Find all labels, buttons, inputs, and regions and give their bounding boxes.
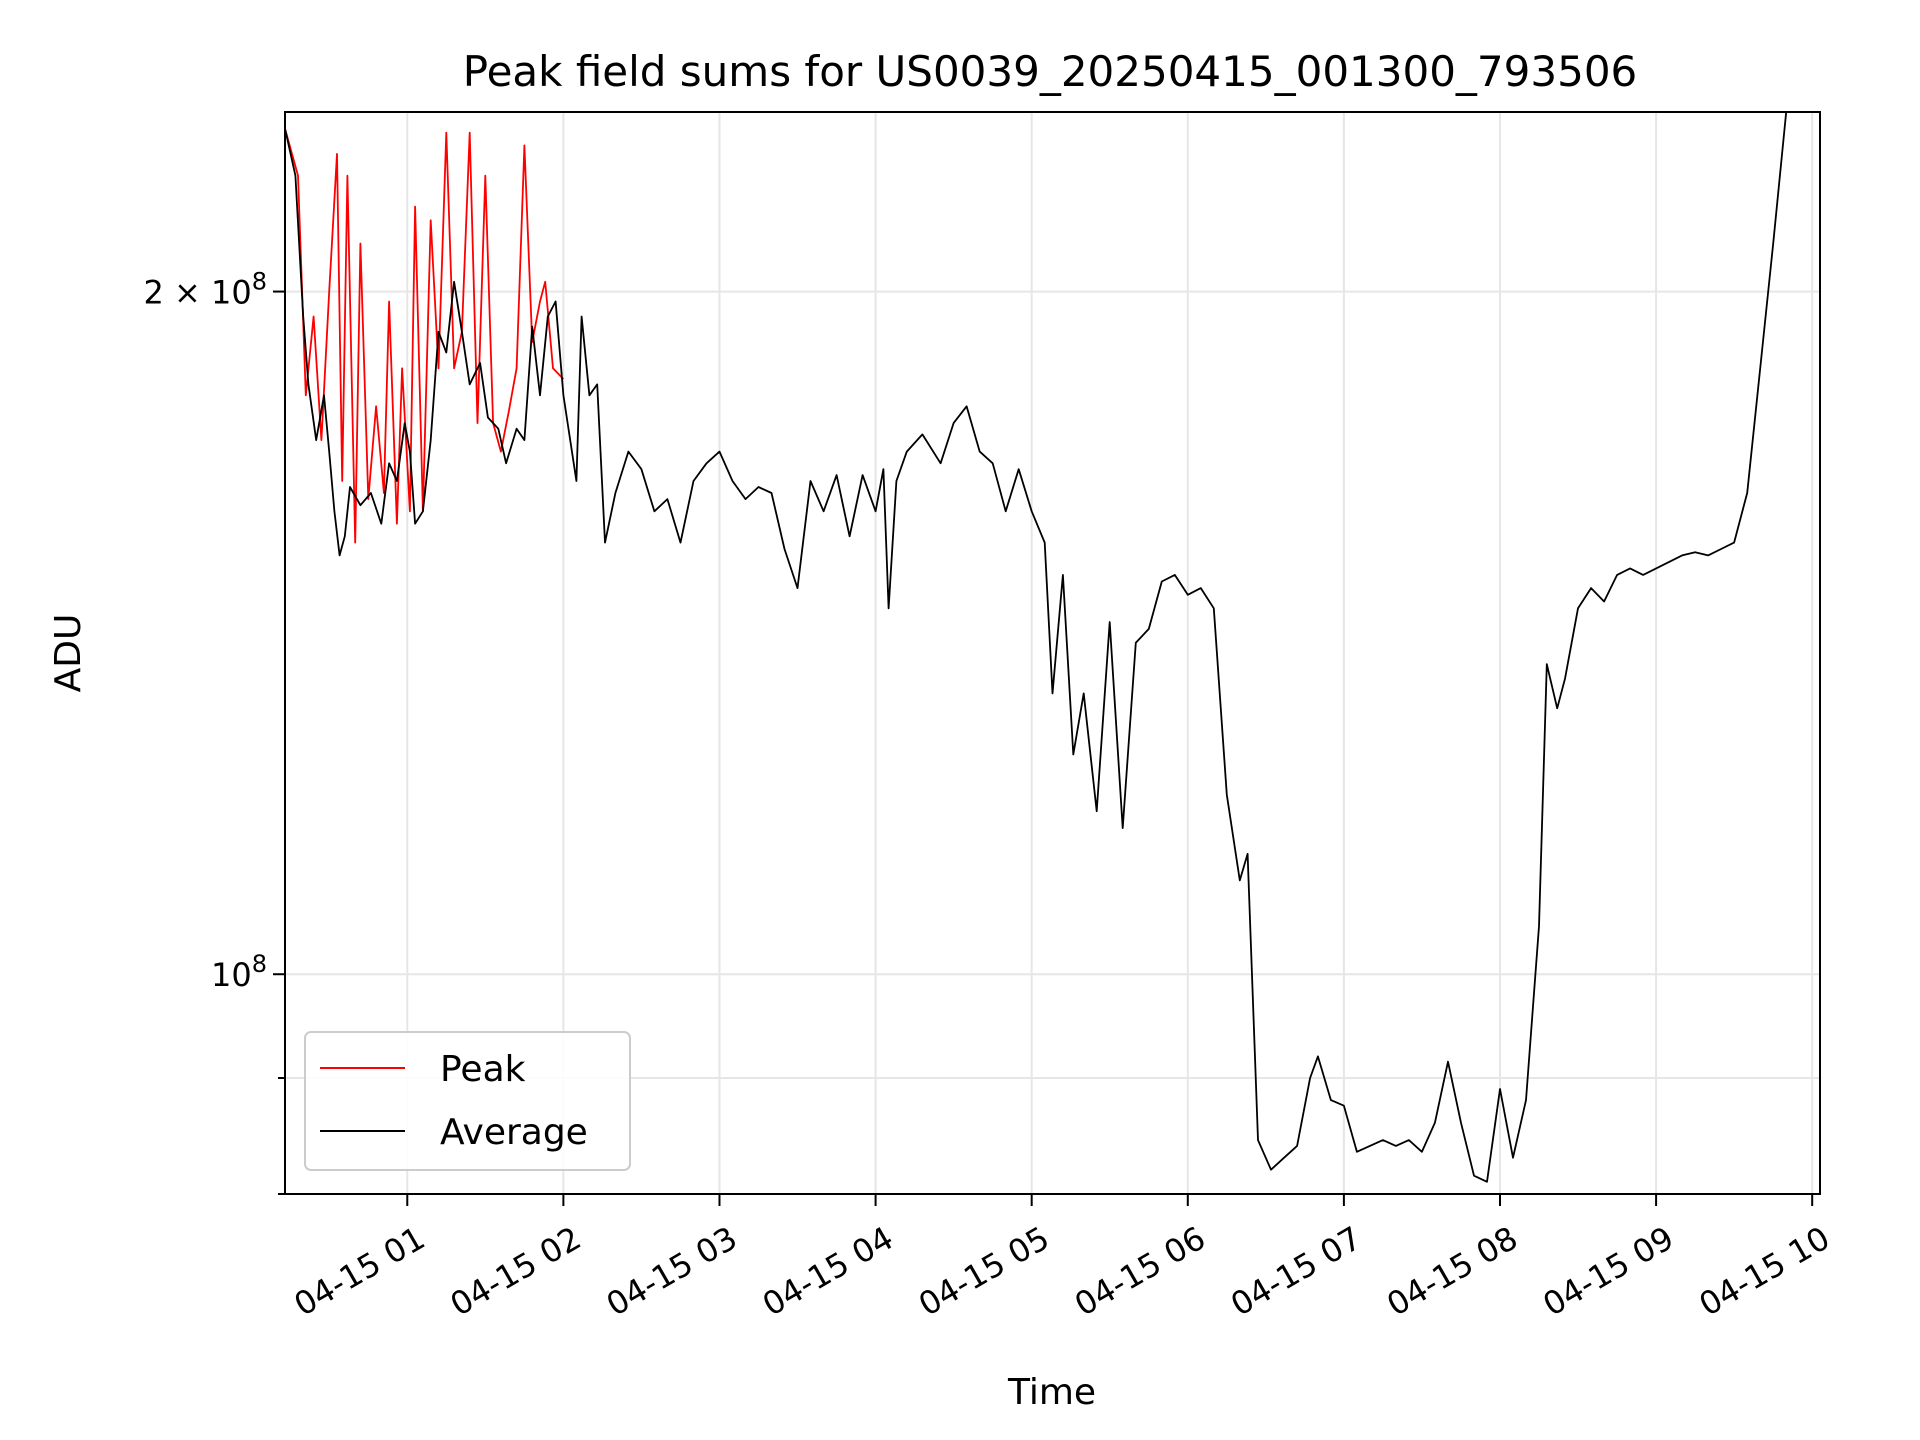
x-tick-label: 04-15 09: [1536, 1219, 1680, 1324]
plot-frame: [284, 111, 1821, 1195]
y-axis-label: ADU: [48, 614, 89, 693]
series-layer: [284, 111, 1788, 1183]
y-tick-label: 108: [211, 950, 267, 994]
x-tick-label: 04-15 08: [1380, 1219, 1524, 1324]
legend: Peak Average: [304, 1031, 631, 1171]
legend-label-average: Average: [440, 1112, 588, 1153]
chart-title: Peak field sums for US0039_20250415_0013…: [463, 47, 1638, 96]
x-tick-label: 04-15 07: [1224, 1219, 1368, 1324]
series-line-peak: [284, 128, 565, 544]
grid: [285, 112, 1820, 1194]
legend-label-peak: Peak: [440, 1049, 526, 1090]
x-axis-label: Time: [1007, 1372, 1096, 1413]
y-tick-label: 2 × 108: [143, 268, 267, 312]
x-tick-label: 04-15 10: [1693, 1219, 1837, 1324]
x-tick-label: 04-15 06: [1068, 1219, 1212, 1324]
x-tick-label: 04-15 04: [756, 1219, 900, 1324]
x-axis-ticks: 04-15 01 04-15 02 04-15 03 04-15 04 04-15 05…: [288, 1194, 1837, 1324]
x-tick-label: 04-15 02: [444, 1219, 588, 1324]
x-tick-label: 04-15 05: [912, 1219, 1056, 1324]
legend-box: [304, 1031, 631, 1171]
series-line-average: [284, 111, 1788, 1183]
x-tick-label: 04-15 01: [288, 1219, 432, 1324]
x-tick-label: 04-15 03: [600, 1219, 744, 1324]
y-axis-ticks: 2 × 108 108: [143, 268, 285, 1195]
